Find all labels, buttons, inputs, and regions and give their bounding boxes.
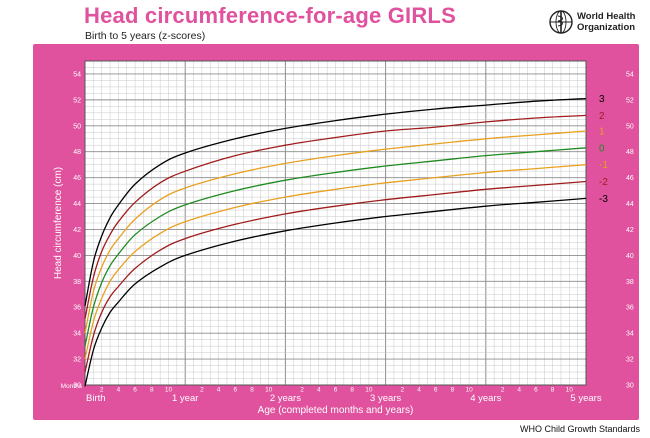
x-tick-label: 4: [517, 387, 521, 394]
source-footer: WHO Child Growth Standards: [520, 424, 641, 434]
x-tick-label: 6: [233, 387, 237, 394]
z-score-curve-2: [84, 114, 587, 320]
x-tick-label: 4: [417, 387, 421, 394]
x-tick-label: 8: [451, 387, 455, 394]
x-tick-label: 2: [400, 387, 404, 394]
x-tick-label: Birth: [86, 393, 106, 404]
y-tick-label-right: 36: [626, 305, 634, 312]
curve-label--3: -3: [599, 194, 608, 205]
x-tick-label: 8: [350, 387, 354, 394]
x-tick-label: 8: [250, 387, 254, 394]
curve-labels: 3 2 1 0 -1 -2 -3: [599, 94, 608, 205]
x-year-label: 4 years: [470, 393, 501, 404]
y-tick-label-right: 34: [626, 331, 634, 338]
x-tick-label: 2: [200, 387, 204, 394]
who-logo-line1: World Health: [577, 11, 636, 22]
z-score-curve-0: [84, 147, 587, 347]
x-tick-label: 10: [465, 387, 473, 394]
y-tick-label-left: 48: [73, 149, 81, 156]
curve-label--1: -1: [599, 160, 608, 171]
x-year-label: 1 year: [172, 393, 198, 404]
x-year-label: 2 years: [270, 393, 301, 404]
y-tick-label-right: 40: [626, 253, 634, 260]
curve-label-3: 3: [599, 94, 605, 105]
z-score-curve--3: [84, 197, 587, 387]
plot-border: [84, 60, 587, 386]
x-tick-label: 10: [265, 387, 273, 394]
x-tick-label: 4: [317, 387, 321, 394]
z-score-curve--1: [84, 164, 587, 360]
y-tick-label-left: 42: [73, 227, 81, 234]
y-axis-label: Head circumference (cm): [53, 167, 64, 279]
x-tick-label: 6: [434, 387, 438, 394]
y-tick-label-left: 46: [73, 175, 81, 182]
y-tick-label-left: 52: [73, 97, 81, 104]
y-tick-label-left: 36: [73, 305, 81, 312]
y-tick-label-left: 54: [73, 71, 81, 78]
y-tick-label-left: 50: [73, 123, 81, 130]
who-logo-line2: Organization: [577, 22, 636, 33]
x-tick-label: 2: [300, 387, 304, 394]
y-tick-label-right: 52: [626, 97, 634, 104]
y-tick-label-right: 32: [626, 357, 634, 364]
y-tick-label-left: 40: [73, 253, 81, 260]
x-tick-label: 10: [165, 387, 173, 394]
z-score-curve-3: [84, 97, 587, 307]
x-year-label: 3 years: [370, 393, 401, 404]
x-tick-label: 6: [133, 387, 137, 394]
x-tick-label: 2: [100, 387, 104, 394]
x-tick-label: 8: [150, 387, 154, 394]
z-score-curve--2: [84, 180, 587, 373]
x-year-label: 5 years: [570, 393, 601, 404]
y-tick-label-right: 50: [626, 123, 634, 130]
x-tick-label: 4: [117, 387, 121, 394]
x-tick-label: 10: [566, 387, 574, 394]
y-tick-label-left: 30: [73, 383, 81, 390]
curve-label--2: -2: [599, 177, 608, 188]
y-tick-label-right: 42: [626, 227, 634, 234]
who-logo-text: World Health Organization: [577, 11, 635, 33]
y-tick-label-left: 38: [73, 279, 81, 286]
who-logo-icon: [549, 10, 573, 34]
chart-curves: [84, 97, 587, 387]
x-tick-label: 10: [365, 387, 373, 394]
y-tick-label-right: 30: [626, 383, 634, 390]
x-tick-label: 8: [551, 387, 555, 394]
chart-subtitle: Birth to 5 years (z-scores): [85, 30, 206, 42]
x-tick-label: 4: [217, 387, 221, 394]
y-tick-label-right: 54: [626, 71, 634, 78]
y-tick-label-left: 44: [73, 201, 81, 208]
y-tick-label-right: 38: [626, 279, 634, 286]
y-tick-label-right: 48: [626, 149, 634, 156]
x-unit-label: Months: [61, 383, 83, 390]
curve-label-1: 1: [599, 126, 605, 137]
z-score-curve-1: [84, 130, 587, 334]
x-tick-label: 2: [501, 387, 505, 394]
curve-label-2: 2: [599, 111, 605, 122]
y-tick-label-left: 32: [73, 357, 81, 364]
y-tick-label-right: 46: [626, 175, 634, 182]
chart-title: Head circumference-for-age GIRLS: [84, 3, 456, 28]
y-tick-label-right: 44: [626, 201, 634, 208]
y-tick-label-left: 34: [73, 331, 81, 338]
x-tick-label: 6: [334, 387, 338, 394]
x-axis-label: Age (completed months and years): [258, 405, 414, 416]
x-tick-label: 6: [534, 387, 538, 394]
curve-label-0: 0: [599, 143, 605, 154]
